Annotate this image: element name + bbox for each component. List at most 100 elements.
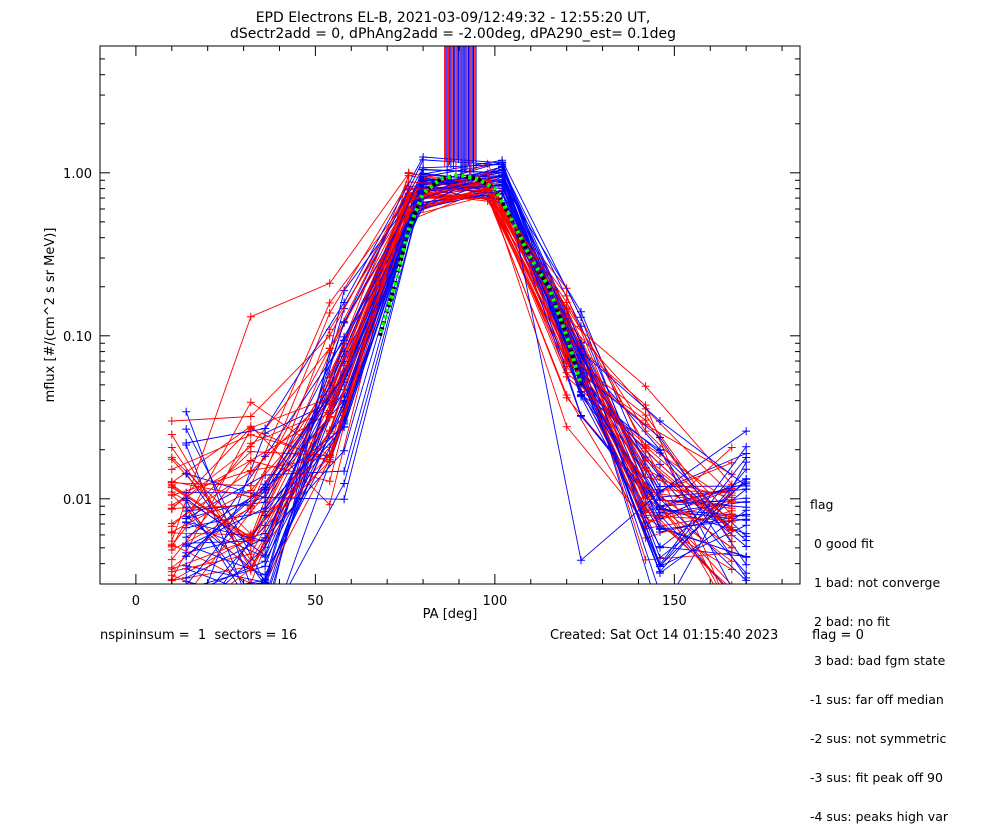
red-series-point xyxy=(641,492,650,501)
blue-series-point xyxy=(261,594,269,602)
red-series-point xyxy=(727,557,736,566)
red-series-point xyxy=(641,442,650,451)
red-series-point xyxy=(728,612,736,620)
blue-series-point xyxy=(182,494,191,503)
x-tick-label: 100 xyxy=(482,594,507,609)
red-series-point xyxy=(246,456,255,465)
red-series-point xyxy=(562,391,571,399)
footer-sectors: nspininsum = 1 sectors = 16 xyxy=(100,628,298,643)
axes-layer: 0 50 100 150 0.01 0.10 1.00 xyxy=(63,45,800,609)
blue-series-line xyxy=(185,179,731,584)
blue-series-point xyxy=(498,160,507,169)
red-series-line xyxy=(171,185,733,530)
red-series-point xyxy=(641,411,650,420)
red-series-point xyxy=(325,457,334,466)
legend-item: -3 sus: fit peak off 90 xyxy=(810,770,943,785)
chart-title-line-2: dSectr2add = 0, dPhAng2add = -2.00deg, d… xyxy=(230,26,676,42)
red-series-point xyxy=(167,477,176,486)
x-tick-label: 150 xyxy=(662,594,687,609)
red-series-point xyxy=(325,429,334,438)
red-series-point xyxy=(727,543,736,552)
red-series-point xyxy=(728,611,736,619)
red-series-point xyxy=(325,344,334,353)
red-series-point xyxy=(731,581,733,584)
red-series-point xyxy=(641,464,650,473)
blue-series-point xyxy=(185,581,187,584)
red-series-line xyxy=(171,172,733,573)
red-series-point xyxy=(247,604,255,612)
red-series-point xyxy=(325,298,334,307)
blue-series-point xyxy=(656,488,664,496)
red-series-point xyxy=(727,443,736,452)
blue-series-point xyxy=(656,505,664,514)
legend-item: 0 good fit xyxy=(810,536,874,551)
blue-series-point xyxy=(182,591,190,599)
blue-series-point xyxy=(261,597,269,605)
blue-series-point xyxy=(340,298,349,307)
red-series-point xyxy=(728,585,736,593)
red-series-line xyxy=(171,187,732,523)
red-series-point xyxy=(246,398,255,407)
red-series-point xyxy=(167,443,176,452)
blue-series-line xyxy=(185,181,747,549)
fit-curve-green xyxy=(378,172,583,386)
red-series-line xyxy=(171,174,714,584)
x-tick-label: 50 xyxy=(307,594,324,609)
red-series-line xyxy=(171,195,732,529)
blue-series-point xyxy=(577,556,585,565)
blue-series-point xyxy=(742,465,751,474)
red-series-point xyxy=(246,467,255,476)
legend-item: 1 bad: not converge xyxy=(810,575,941,590)
blue-series-point xyxy=(182,407,191,416)
red-series-line xyxy=(229,197,732,584)
blue-series-point xyxy=(261,504,270,512)
footer-created: Created: Sat Oct 14 01:15:40 2023 xyxy=(550,628,779,643)
blue-series-line xyxy=(224,165,747,584)
red-series-point xyxy=(325,377,334,386)
blue-series-point xyxy=(261,578,270,584)
red-series-point xyxy=(325,477,334,486)
legend-item: -1 sus: far off median xyxy=(810,692,944,707)
blue-series-point xyxy=(656,542,664,551)
blue-series-point xyxy=(182,573,191,582)
blue-series-line xyxy=(186,174,747,508)
blue-series-point xyxy=(261,608,269,616)
y-tick-label: 1.00 xyxy=(63,167,92,182)
y-tick-label: 0.01 xyxy=(63,493,92,508)
red-series-point xyxy=(483,169,492,178)
red-series-point xyxy=(727,518,736,526)
blue-series-point xyxy=(182,612,190,620)
red-series-point xyxy=(167,567,176,576)
red-series-point xyxy=(641,555,650,564)
red-series-point xyxy=(727,470,736,479)
blue-series-point xyxy=(656,569,664,578)
blue-series-point xyxy=(742,453,751,462)
red-series-point xyxy=(246,442,255,451)
blue-series-point xyxy=(261,620,269,628)
red-series-point xyxy=(325,309,334,317)
red-series-point xyxy=(325,409,334,418)
blue-series-point xyxy=(182,591,190,599)
blue-series-point xyxy=(182,590,190,598)
red-series-point xyxy=(562,298,571,307)
blue-series-point xyxy=(577,412,585,421)
red-series-point xyxy=(325,279,334,288)
red-series-point xyxy=(325,331,334,340)
blue-series-point xyxy=(419,182,428,191)
red-series-point xyxy=(483,186,492,195)
red-series-point xyxy=(246,550,255,559)
blue-series-point xyxy=(656,445,664,454)
blue-series-point xyxy=(182,616,190,624)
blue-series-point xyxy=(182,542,191,551)
red-series-line xyxy=(171,191,733,561)
blue-series-point xyxy=(182,552,191,561)
red-series-point xyxy=(727,526,736,535)
red-series-point xyxy=(562,422,571,431)
red-series-line xyxy=(171,194,733,570)
blue-series-point xyxy=(656,525,664,534)
blue-series-point xyxy=(656,417,664,425)
blue-series-point xyxy=(742,552,751,561)
blue-series-point xyxy=(261,424,270,433)
red-series-point xyxy=(246,504,255,513)
x-axis-label: PA [deg] xyxy=(423,607,478,622)
